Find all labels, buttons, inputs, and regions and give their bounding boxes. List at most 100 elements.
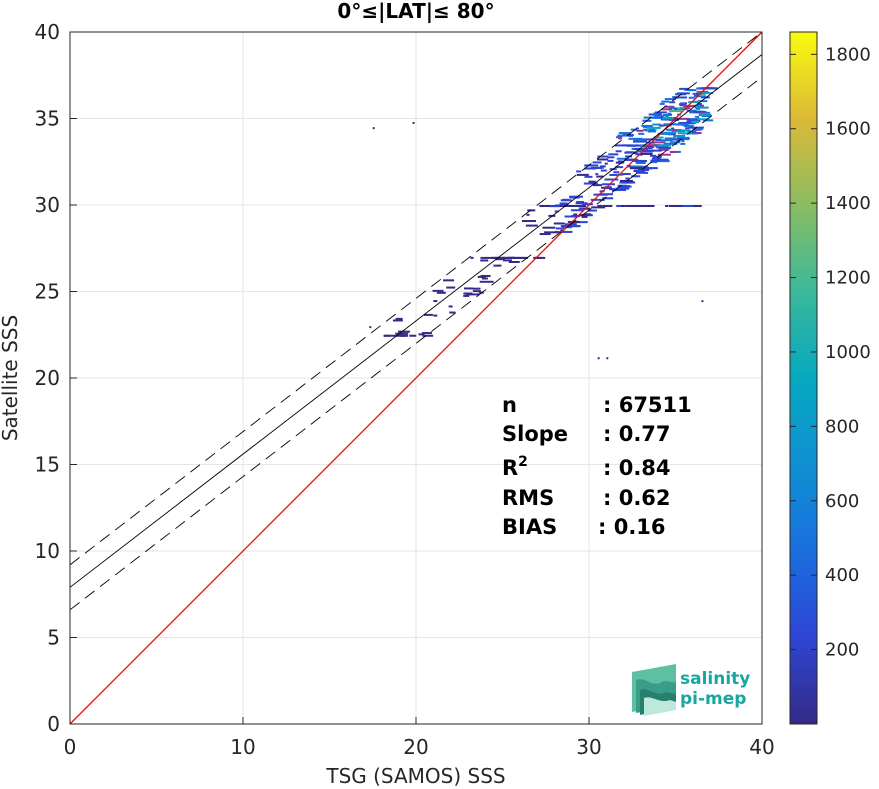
density-cell — [634, 148, 649, 151]
density-cell — [539, 233, 551, 236]
density-cell — [686, 120, 694, 123]
density-cell — [560, 230, 573, 233]
density-cell — [699, 112, 710, 115]
density-cell — [584, 175, 593, 178]
density-cell — [582, 207, 590, 210]
density-cell — [597, 155, 609, 158]
density-cell — [513, 256, 518, 259]
density-cell — [635, 127, 639, 130]
colorbar-tick-label: 1400 — [825, 193, 871, 214]
x-tick-label: 40 — [749, 735, 774, 759]
density-cell — [674, 123, 681, 126]
density-cell — [631, 175, 641, 178]
density-cell — [619, 187, 629, 190]
density-cell — [671, 130, 679, 133]
density-cell — [564, 205, 574, 207]
density-cell — [395, 334, 409, 337]
density-cell — [667, 129, 672, 132]
y-tick-label: 10 — [35, 539, 60, 563]
density-cell — [636, 171, 649, 174]
density-cell — [418, 333, 425, 336]
stat-value: : 0.16 — [598, 515, 666, 539]
density-cell — [632, 152, 638, 155]
density-cell — [479, 280, 494, 283]
density-cell — [685, 127, 690, 130]
density-cell — [481, 277, 488, 280]
density-cell — [646, 144, 658, 147]
density-cell — [372, 127, 375, 130]
density-cell — [665, 115, 670, 118]
density-cell — [635, 139, 644, 142]
density-cell — [465, 293, 479, 296]
x-tick-label: 30 — [576, 735, 601, 759]
density-cell — [623, 144, 631, 147]
density-cell — [693, 95, 706, 98]
density-cell — [560, 224, 573, 227]
y-tick-label: 0 — [47, 712, 60, 736]
density-cell — [688, 89, 697, 92]
density-cell — [697, 100, 708, 103]
density-cell — [652, 123, 662, 126]
density-cell — [635, 153, 641, 156]
density-cell — [676, 136, 690, 139]
density-cell — [682, 205, 694, 207]
density-cell — [539, 205, 546, 207]
density-cell — [664, 137, 673, 140]
density-cell — [669, 101, 676, 104]
density-cell — [616, 157, 629, 160]
density-cell — [558, 205, 567, 207]
density-cell — [395, 332, 409, 335]
density-cell — [676, 93, 683, 96]
density-cell — [672, 96, 678, 99]
density-cell — [655, 138, 662, 141]
density-cell — [559, 202, 568, 205]
density-cell — [677, 107, 682, 110]
density-cell — [636, 129, 644, 132]
density-cell — [664, 142, 678, 145]
colorbar-tick-label: 800 — [825, 416, 859, 437]
density-cell — [642, 119, 648, 122]
density-cell — [615, 144, 628, 147]
density-cell — [604, 178, 619, 181]
density-cell — [383, 334, 396, 337]
density-cell — [678, 121, 690, 124]
density-cell — [684, 88, 692, 91]
density-cell — [619, 180, 633, 183]
density-cell — [617, 185, 632, 188]
density-cell — [676, 129, 691, 132]
density-cell — [622, 181, 636, 184]
density-cell — [579, 214, 588, 217]
salinity-pimep-logo: salinity pi-mep — [632, 664, 750, 716]
density-cell — [621, 205, 625, 207]
density-cell — [617, 188, 627, 191]
density-cell — [615, 150, 622, 153]
density-cell — [670, 141, 681, 144]
density-cell — [658, 148, 670, 151]
density-cell — [663, 113, 673, 116]
density-cell — [446, 286, 456, 289]
density-cell — [492, 256, 506, 259]
density-cell — [643, 167, 658, 170]
density-cell — [412, 121, 415, 124]
density-cell — [397, 330, 410, 333]
density-cell — [590, 198, 605, 201]
density-cell — [655, 160, 670, 163]
density-cell — [583, 182, 598, 185]
colorbar-gradient — [789, 31, 818, 725]
y-tick-label: 20 — [35, 366, 60, 390]
density-cell — [576, 170, 582, 173]
density-cell — [599, 193, 614, 196]
stat-value: : 0.62 — [603, 486, 671, 510]
density-cell — [533, 256, 546, 259]
density-cell — [609, 173, 618, 176]
density-cell — [657, 153, 671, 156]
density-cell — [679, 107, 686, 110]
density-cell — [657, 144, 672, 147]
density-cell — [573, 213, 578, 216]
density-cell — [573, 221, 588, 224]
x-tick-label: 10 — [230, 735, 255, 759]
density-cell — [596, 175, 604, 178]
density-cell — [625, 177, 630, 180]
density-cell — [615, 166, 624, 169]
density-cell — [422, 334, 434, 337]
